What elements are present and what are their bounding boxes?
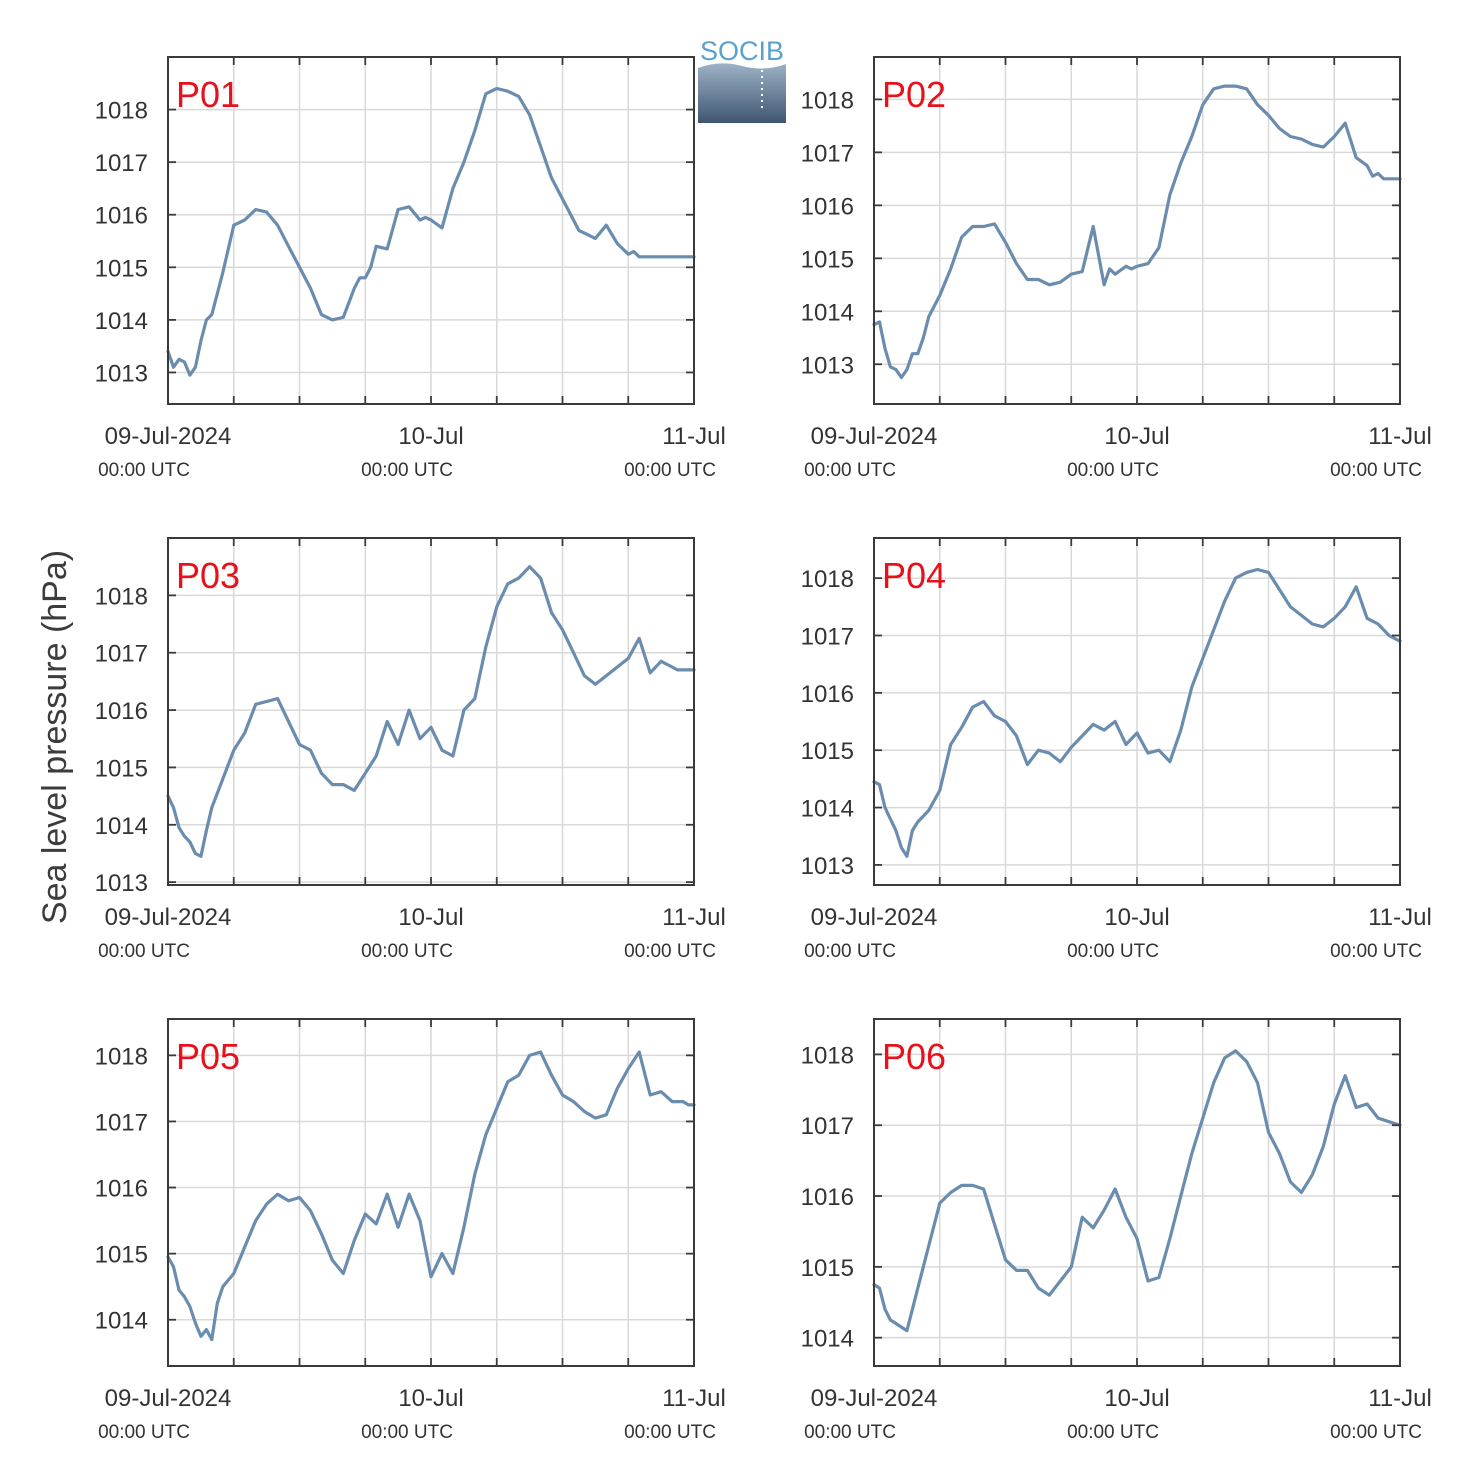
x-tick-label-date: 11-Jul: [662, 423, 726, 450]
x-tick-label-time: 00:00 UTC: [804, 460, 896, 481]
x-tick-label-time: 00:00 UTC: [98, 460, 190, 481]
y-tick-label: 1013: [95, 360, 148, 387]
panel-label: P06: [882, 1036, 946, 1077]
y-tick-label: 1013: [801, 352, 854, 379]
series-line-p02: [872, 84, 1402, 380]
x-tick-label-date: 11-Jul: [662, 1385, 726, 1412]
x-tick-label-date: 10-Jul: [1104, 423, 1169, 450]
x-tick-label-date: 11-Jul: [1368, 1385, 1432, 1412]
panel-label: P02: [882, 74, 946, 115]
y-tick-label: 1018: [95, 1043, 148, 1070]
panel-label: P05: [176, 1036, 240, 1077]
y-tick-label: 1016: [801, 193, 854, 220]
y-tick-label: 1018: [95, 583, 148, 610]
y-tick-label: 1016: [801, 681, 854, 708]
x-tick-label-date: 09-Jul-2024: [105, 423, 232, 450]
x-tick-label-time: 00:00 UTC: [1330, 941, 1422, 962]
x-tick-label-time: 00:00 UTC: [804, 941, 896, 962]
socib-logo: SOCIB: [698, 36, 786, 123]
series-line-p03: [166, 565, 696, 858]
x-tick-label-time: 00:00 UTC: [361, 941, 453, 962]
y-tick-label: 1017: [95, 150, 148, 177]
panel-p05: 1014 1015 1016 1017 1018 09-Jul-2024 00:00 UTC…: [95, 1018, 726, 1443]
x-tick-label-time: 00:00 UTC: [624, 1422, 716, 1443]
x-tick-label-time: 00:00 UTC: [1330, 460, 1422, 481]
panel-label: P04: [882, 555, 946, 596]
panel-p01: 1013 1014 1015 1016 1017 1018 09-Jul-2024 00:00…: [95, 56, 726, 481]
y-tick-label: 1018: [95, 98, 148, 125]
y-tick-label: 1016: [95, 1176, 148, 1203]
panel-label: P03: [176, 555, 240, 596]
y-tick-label: 1016: [95, 203, 148, 230]
y-tick-label: 1013: [801, 853, 854, 880]
y-tick-label: 1017: [95, 641, 148, 668]
y-tick-label: 1014: [95, 813, 148, 840]
socib-logo-text: SOCIB: [700, 36, 784, 66]
series-line-p04: [872, 567, 1402, 858]
y-tick-label: 1015: [801, 738, 854, 765]
y-tick-label: 1014: [95, 1308, 148, 1335]
x-tick-label-time: 00:00 UTC: [1067, 460, 1159, 481]
x-tick-label-date: 09-Jul-2024: [811, 423, 938, 450]
x-tick-label-date: 09-Jul-2024: [811, 1385, 938, 1412]
x-tick-label-time: 00:00 UTC: [1067, 1422, 1159, 1443]
panel-p03: 1013 1014 1015 1016 1017 1018 09-Jul-2024 00:00…: [95, 537, 726, 962]
series-line-p05: [166, 1050, 696, 1342]
x-tick-label-date: 10-Jul: [398, 423, 463, 450]
panel-p04: 1013 1014 1015 1016 1017 1018 09-Jul-2024 00:00…: [801, 537, 1432, 962]
y-tick-label: 1017: [801, 1113, 854, 1140]
x-tick-label-date: 11-Jul: [662, 904, 726, 931]
x-tick-label-date: 10-Jul: [1104, 1385, 1169, 1412]
x-tick-label-time: 00:00 UTC: [624, 941, 716, 962]
y-tick-label: 1015: [801, 246, 854, 273]
y-tick-label: 1014: [801, 299, 854, 326]
x-tick-label-date: 11-Jul: [1368, 904, 1432, 931]
y-tick-label: 1013: [95, 870, 148, 897]
x-tick-label-date: 09-Jul-2024: [105, 1385, 232, 1412]
x-tick-label-time: 00:00 UTC: [98, 1422, 190, 1443]
x-tick-label-date: 10-Jul: [398, 904, 463, 931]
y-tick-label: 1018: [801, 566, 854, 593]
y-tick-label: 1018: [801, 1042, 854, 1069]
series-line-p01: [166, 86, 696, 377]
y-tick-label: 1017: [801, 624, 854, 651]
panel-p02: 1013 1014 1015 1016 1017 1018 09-Jul-2024 00:00…: [801, 56, 1432, 481]
y-tick-label: 1014: [95, 308, 148, 335]
y-tick-label: 1014: [801, 796, 854, 823]
panel-p06: 1014 1015 1016 1017 1018 09-Jul-2024 00:00 UTC…: [801, 1018, 1432, 1443]
x-tick-label-time: 00:00 UTC: [1067, 941, 1159, 962]
series-line-p06: [872, 1049, 1402, 1333]
y-tick-label: 1015: [801, 1255, 854, 1282]
y-tick-label: 1016: [95, 698, 148, 725]
y-tick-label: 1014: [801, 1326, 854, 1353]
panel-label: P01: [176, 74, 240, 115]
y-tick-label: 1017: [801, 140, 854, 167]
x-tick-label-time: 00:00 UTC: [98, 941, 190, 962]
x-tick-label-time: 00:00 UTC: [624, 460, 716, 481]
x-tick-label-date: 10-Jul: [1104, 904, 1169, 931]
x-tick-label-time: 00:00 UTC: [1330, 1422, 1422, 1443]
x-tick-label-date: 10-Jul: [398, 1385, 463, 1412]
x-tick-label-date: 11-Jul: [1368, 423, 1432, 450]
y-tick-label: 1015: [95, 755, 148, 782]
x-tick-label-time: 00:00 UTC: [361, 1422, 453, 1443]
x-tick-label-time: 00:00 UTC: [361, 460, 453, 481]
y-tick-label: 1016: [801, 1184, 854, 1211]
y-tick-label: 1015: [95, 1242, 148, 1269]
x-tick-label-time: 00:00 UTC: [804, 1422, 896, 1443]
x-tick-label-date: 09-Jul-2024: [811, 904, 938, 931]
y-tick-label: 1015: [95, 255, 148, 282]
x-tick-label-date: 09-Jul-2024: [105, 904, 232, 931]
figure-ylabel: Sea level pressure (hPa): [36, 550, 74, 924]
y-tick-label: 1017: [95, 1109, 148, 1136]
y-tick-label: 1018: [801, 87, 854, 114]
